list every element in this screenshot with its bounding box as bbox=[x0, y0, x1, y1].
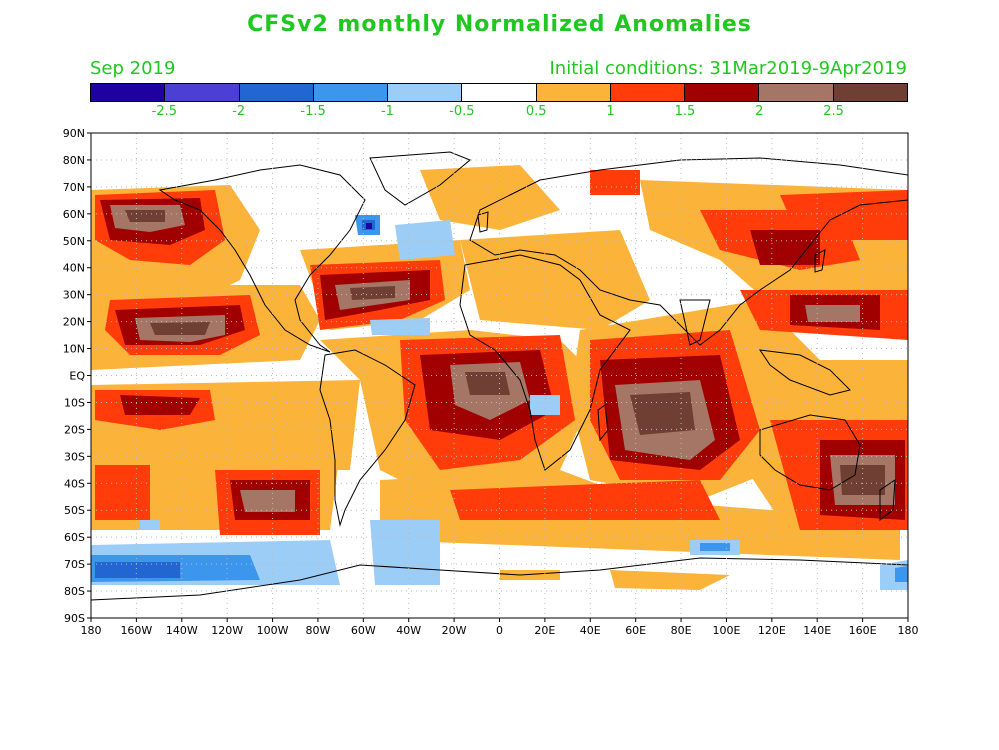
colorbar-swatch bbox=[610, 84, 686, 101]
colorbar-swatch bbox=[833, 84, 907, 101]
colorbar-label: 1.5 bbox=[674, 104, 696, 119]
lat-label: 40N bbox=[63, 262, 85, 275]
lat-label: 50N bbox=[63, 235, 85, 248]
colorbar bbox=[90, 83, 908, 102]
colorbar-labels: -2.5 -2 -1.5 -1 -0.5 0.5 1 1.5 2 2.5 bbox=[90, 104, 908, 120]
lon-label: 120W bbox=[211, 624, 243, 637]
lon-label: 160E bbox=[849, 624, 877, 637]
lon-label: 120E bbox=[758, 624, 786, 637]
lat-label: 30S bbox=[64, 450, 85, 463]
lon-label: 180 bbox=[81, 624, 102, 637]
longitude-labels: 180 160W 140W 120W 100W 80W 60W 40W 20W 0 20E 40E 60… bbox=[81, 624, 919, 637]
lon-label: 80W bbox=[306, 624, 331, 637]
colorbar-label: 2.5 bbox=[823, 104, 844, 119]
colorbar-label: -2.5 bbox=[151, 104, 178, 119]
lat-label: 90N bbox=[63, 127, 85, 140]
lon-label: 180 bbox=[898, 624, 919, 637]
colorbar-swatch bbox=[685, 84, 760, 101]
colorbar-swatch bbox=[462, 84, 537, 101]
lon-label: 160W bbox=[120, 624, 152, 637]
lat-label: 60N bbox=[63, 208, 85, 221]
lon-label: 60E bbox=[625, 624, 646, 637]
colorbar-label: 0.5 bbox=[525, 104, 547, 119]
colorbar-swatch bbox=[239, 84, 314, 101]
colorbar-label: 1 bbox=[606, 104, 615, 119]
lat-label: 80N bbox=[63, 154, 85, 167]
lon-label: 20E bbox=[534, 624, 555, 637]
chart-title: CFSv2 monthly Normalized Anomalies bbox=[247, 12, 752, 37]
lon-label: 80E bbox=[671, 624, 692, 637]
lat-lon-grid bbox=[91, 133, 908, 618]
forecast-month: Sep 2019 bbox=[90, 58, 176, 79]
colorbar-label: -1.5 bbox=[300, 104, 326, 119]
colorbar-swatch bbox=[91, 84, 166, 101]
initial-conditions: Initial conditions: 31Mar2019-9Apr2019 bbox=[549, 58, 908, 79]
lat-label: 40S bbox=[64, 477, 85, 490]
lat-label: 60S bbox=[64, 531, 85, 544]
lon-label: 0 bbox=[496, 624, 503, 637]
lat-label: 10S bbox=[64, 396, 85, 409]
lon-label: 40E bbox=[580, 624, 601, 637]
lon-label: 20W bbox=[442, 624, 467, 637]
colorbar-label: -1 bbox=[380, 104, 394, 119]
colorbar-swatch bbox=[165, 84, 240, 101]
lat-label: 90S bbox=[64, 612, 85, 625]
lat-label: 50S bbox=[64, 504, 85, 517]
colorbar-swatch bbox=[536, 84, 611, 101]
lat-label: EQ bbox=[69, 370, 85, 383]
colorbar-swatch bbox=[388, 84, 463, 101]
lat-label: 70N bbox=[63, 181, 85, 194]
colorbar-label: 2 bbox=[755, 104, 764, 119]
anomaly-field bbox=[91, 151, 908, 601]
colorbar-label: -0.5 bbox=[449, 104, 475, 119]
latitude-labels: 90N 80N 70N 60N 50N 40N 30N 20N 10N EQ 10S 20S 30S 40… bbox=[63, 127, 86, 625]
lon-label: 100W bbox=[257, 624, 289, 637]
lon-label: 40W bbox=[396, 624, 421, 637]
lat-label: 10N bbox=[63, 343, 85, 356]
lat-label: 20N bbox=[63, 316, 85, 329]
colorbar-label: -2 bbox=[232, 104, 246, 119]
lon-label: 140E bbox=[803, 624, 831, 637]
lat-label: 30N bbox=[63, 289, 85, 302]
colorbar-swatch bbox=[759, 84, 834, 101]
lon-label: 60W bbox=[351, 624, 376, 637]
lon-label: 140W bbox=[166, 624, 198, 637]
lat-label: 80S bbox=[64, 585, 85, 598]
lat-label: 20S bbox=[64, 423, 85, 436]
lat-label: 70S bbox=[64, 558, 85, 571]
colorbar-swatch bbox=[313, 84, 389, 101]
lon-label: 100E bbox=[712, 624, 740, 637]
